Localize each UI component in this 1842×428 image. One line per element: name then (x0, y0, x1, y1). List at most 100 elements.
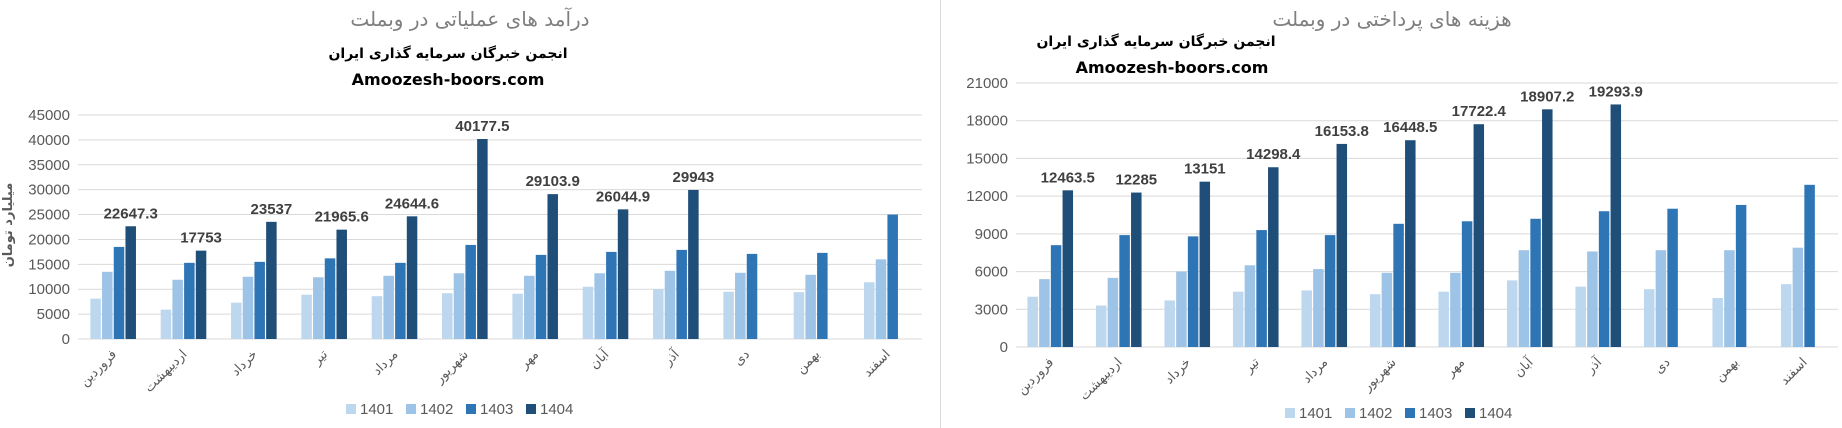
x-tick-label: آبان (586, 345, 614, 373)
bar-1403-5 (1324, 235, 1336, 347)
legend-label: 1401 (1299, 405, 1332, 422)
y-tick-label: 5000 (37, 306, 70, 323)
bar-1401-1 (1027, 296, 1038, 347)
bar-1401-5 (371, 296, 383, 339)
x-tick-label: آذر (659, 345, 684, 370)
y-tick-label: 9000 (975, 226, 1008, 243)
data-label: 23537 (251, 201, 293, 218)
legend: 1401 1402 1403 1404 (1285, 405, 1512, 422)
legend-label: 1403 (1419, 405, 1452, 422)
x-tick-label: شهریور (1360, 355, 1400, 395)
bar-1402-12 (875, 259, 887, 339)
y-tick-label: 10000 (28, 281, 70, 298)
y-tick-label: 3000 (975, 301, 1008, 318)
legend-swatch (1285, 408, 1295, 418)
data-label: 21965.6 (315, 209, 369, 226)
bar-1404-6 (477, 139, 488, 339)
bar-1402-11 (1724, 250, 1735, 347)
bar-1402-8 (1518, 250, 1530, 347)
x-tick-label: آذر (1581, 353, 1606, 378)
bar-1401-4 (1232, 291, 1244, 347)
chart-panel-income: درآمد های عملیاتی در وبملت انجمن خبرگان … (1, 6, 922, 418)
x-tick-label: تیر (309, 347, 331, 369)
panel-divider (940, 0, 941, 428)
bar-1401-4 (301, 294, 312, 339)
bar-1401-11 (1712, 297, 1723, 347)
data-label: 29103.9 (526, 173, 580, 190)
bar-1404-6 (1405, 140, 1416, 347)
legend-swatch (406, 404, 416, 414)
y-tick-label: 0 (1000, 339, 1008, 356)
y-tick-label: 40000 (28, 132, 70, 149)
x-tick-label: اسفند (861, 347, 894, 380)
bar-1401-8 (1506, 280, 1518, 347)
bar-1403-7 (535, 254, 547, 339)
y-tick-label: 12000 (966, 188, 1008, 205)
bar-1401-10 (723, 291, 734, 339)
y-tick-label: 0 (62, 331, 70, 348)
bar-1401-8 (582, 286, 594, 339)
bar-1403-12 (887, 214, 898, 339)
legend-swatch (1465, 408, 1475, 418)
bar-1404-8 (1542, 109, 1553, 348)
bar-1403-8 (1530, 218, 1541, 347)
bar-1402-10 (1655, 250, 1667, 347)
chart-site: Amoozesh-boors.com (352, 70, 545, 89)
bar-1403-6 (465, 244, 476, 339)
y-tick-label: 6000 (975, 264, 1008, 281)
x-tick-label: فروردین (77, 347, 120, 390)
x-tick-label: تیر (1241, 355, 1263, 377)
data-label: 12463.5 (1041, 169, 1095, 186)
bar-1404-8 (617, 209, 629, 339)
legend-swatch (1345, 408, 1355, 418)
legend-label: 1401 (360, 401, 393, 418)
bar-1403-1 (1050, 245, 1062, 347)
bar-1404-9 (1610, 104, 1622, 347)
y-tick-label: 18000 (966, 113, 1008, 130)
legend-swatch (1405, 408, 1415, 418)
bar-1404-7 (547, 194, 558, 339)
bar-1403-3 (1187, 236, 1199, 347)
y-tick-label: 20000 (28, 231, 70, 248)
legend-swatch (466, 404, 476, 414)
x-tick-label: اردیبهشت (142, 347, 190, 395)
bar-1403-9 (1598, 211, 1610, 347)
x-tick-label: آبان (1510, 353, 1538, 381)
bar-1401-11 (793, 292, 805, 339)
bar-1401-7 (512, 293, 523, 339)
bar-1402-10 (735, 272, 746, 339)
income-chart: درآمد های عملیاتی در وبملت انجمن خبرگان … (1, 6, 922, 418)
x-tick-label: مرداد (1300, 355, 1331, 386)
bar-1402-4 (313, 277, 324, 339)
bar-1401-9 (653, 289, 664, 339)
legend-label: 1402 (420, 401, 453, 418)
bar-1402-1 (102, 271, 113, 339)
bar-1404-3 (1199, 181, 1211, 347)
y-tick-label: 15000 (28, 256, 70, 273)
bar-1402-2 (172, 279, 183, 339)
chart-site: Amoozesh-boors.com (1076, 58, 1269, 77)
x-tick-label: بهمن (794, 347, 824, 377)
bar-1402-7 (1450, 272, 1461, 347)
bar-1402-8 (594, 273, 605, 339)
chart-title: درآمد های عملیاتی در وبملت (350, 6, 589, 31)
bar-1404-2 (1131, 192, 1142, 347)
bar-1403-2 (1119, 235, 1130, 347)
legend-label: 1404 (540, 401, 573, 418)
bar-1403-8 (606, 251, 617, 339)
legend-label: 1403 (480, 401, 513, 418)
y-tick-label: 45000 (28, 107, 70, 124)
x-tick-label: فروردین (1014, 355, 1057, 398)
bar-1401-9 (1575, 286, 1586, 347)
legend-swatch (526, 404, 536, 414)
bar-1402-3 (1176, 271, 1187, 347)
legend-swatch (346, 404, 356, 414)
bar-1401-3 (1164, 300, 1175, 347)
bar-1402-7 (524, 275, 535, 339)
bar-1404-1 (125, 226, 136, 339)
x-tick-label: اسفند (1777, 355, 1810, 388)
bar-1403-5 (395, 262, 406, 339)
bar-1402-2 (1107, 277, 1119, 347)
bar-1403-10 (746, 253, 758, 339)
expense-chart: هزینه های پرداختی در وبملت انجمن خبرگان … (966, 7, 1838, 422)
